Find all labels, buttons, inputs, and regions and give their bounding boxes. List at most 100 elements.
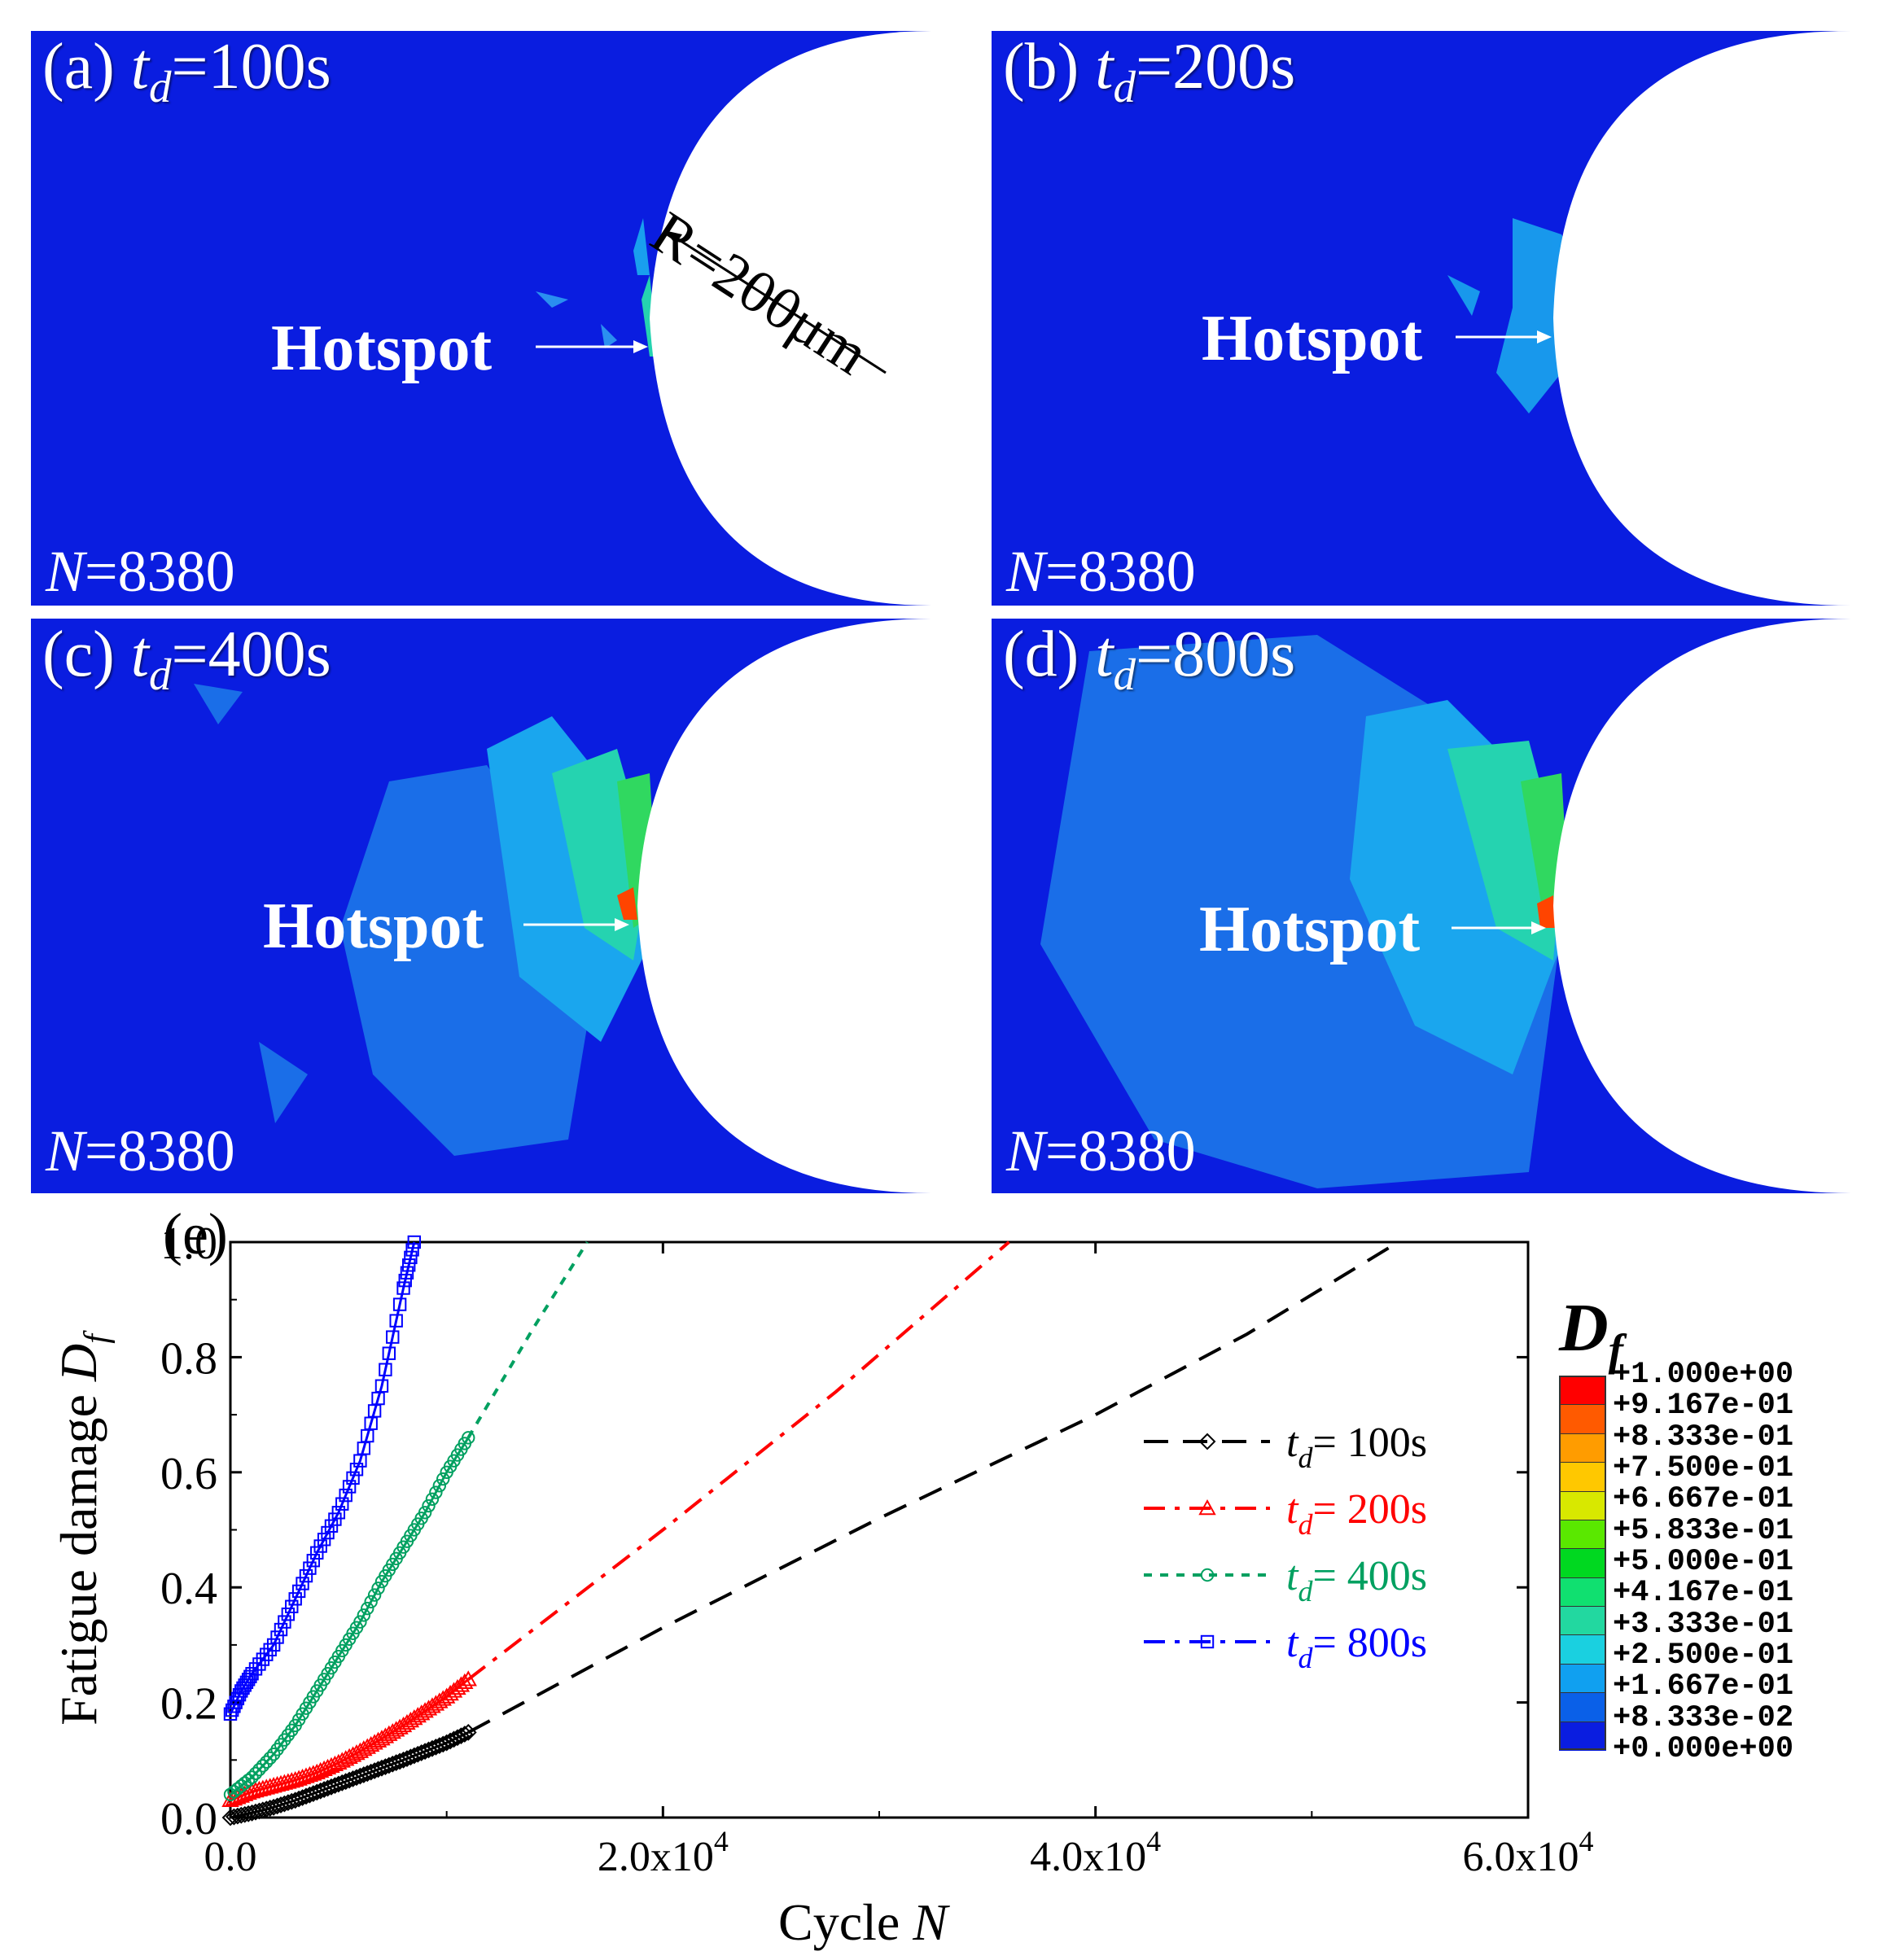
data-point [396,1281,410,1295]
panel-title: (b) td=200s [1003,31,1296,112]
data-point [452,1727,470,1745]
data-point [266,1638,281,1652]
damage-region [617,887,637,920]
data-point [400,1266,414,1280]
y-tick-label: 0.2 [160,1679,217,1730]
legend-marker [1198,1498,1216,1516]
contour-plot-c [194,619,933,1193]
data-point [321,1525,335,1540]
data-point [434,1690,452,1706]
data-point [382,1346,396,1360]
data-point [441,1732,459,1750]
data-point [256,1759,270,1773]
hotspot-label: Hotspot [1202,303,1423,374]
colorbar-label: +1.667e-01 [1613,1669,1794,1704]
colorbar-label: +4.167e-01 [1613,1576,1794,1611]
colorbar-label: +0.000e+00 [1613,1732,1794,1766]
hotspot-arrowhead [1531,921,1546,934]
data-point [248,1766,263,1780]
damage-region [601,324,617,348]
series-line [229,1241,416,1715]
data-point [431,1692,449,1708]
data-point [254,1779,272,1796]
contour-panel-d: (d) td=800s Hotspot N=8380 [992,619,1851,1193]
colorbar-band [1559,1577,1606,1608]
colorbar-label: +9.167e-01 [1613,1389,1794,1424]
data-point [239,1805,257,1822]
colorbar-label: +3.333e-01 [1613,1607,1794,1642]
damage-region [1447,275,1480,316]
hotspot-label: Hotspot [271,313,493,384]
legend-marker [1200,1634,1215,1649]
data-point [291,1584,306,1599]
data-point [374,1379,389,1393]
colorbar-label: +5.833e-01 [1613,1513,1794,1548]
panel-title: (a) td=100s [42,31,331,112]
legend-label: td= 400s [1286,1553,1427,1608]
colorbar-band [1559,1519,1606,1550]
legend-marker [1198,1433,1216,1450]
colorbar-band [1559,1433,1606,1463]
data-point [432,1479,447,1493]
data-point [247,1781,265,1798]
colorbar-label: +2.500e-01 [1613,1638,1794,1673]
legend-label: td= 100s [1286,1420,1427,1474]
colorbar-band [1559,1606,1606,1636]
data-point [342,1480,357,1494]
colorbar-band [1559,1548,1606,1578]
y-tick-label: 0.4 [160,1564,217,1614]
data-point [297,1767,315,1783]
data-point [263,1751,277,1765]
data-point [459,1670,477,1687]
damage-region [633,218,650,275]
data-point [236,1805,254,1823]
data-point [225,1789,243,1806]
data-point [386,1330,400,1344]
arrow-head [664,230,682,244]
data-point [438,1734,456,1752]
data-point [282,1772,300,1788]
data-point [335,1497,349,1511]
panel-title: (d) td=800s [1003,619,1296,699]
data-point [404,1250,418,1265]
data-point [317,1533,331,1547]
hotspot-arrowhead [633,340,648,353]
contour-plot-b [1447,31,1851,606]
hotspot-label: Hotspot [1199,894,1421,965]
colorbar-frame [1559,1376,1606,1750]
data-point [232,1806,250,1824]
data-point [265,1777,282,1793]
data-point [229,1788,247,1805]
contour-panel-c: (c) td=400s Hotspot N=8380 [31,619,933,1193]
data-point [299,1568,313,1583]
data-point [304,1765,322,1781]
data-point [300,1765,319,1783]
contour-plot-d [1040,619,1851,1193]
data-point [272,1774,290,1791]
data-point [287,1770,304,1787]
data-point [261,1778,279,1794]
data-point [444,1682,463,1698]
damage-region [259,1042,308,1123]
legend-label: td= 800s [1286,1620,1427,1674]
series-line [230,1731,469,1819]
data-point [229,1807,247,1825]
y-tick-label: 0.6 [160,1449,217,1499]
colorbar-band [1559,1634,1606,1665]
y-tick-label: 0.8 [160,1333,217,1384]
hole-boundary [1553,31,1851,606]
damage-region [536,291,568,308]
panel-label: (e) [163,1205,228,1267]
data-point [270,1630,284,1644]
data-point [407,1235,422,1249]
y-axis-label: Fatigue damage Df [50,1330,116,1726]
x-tick-label: 6.0x104 [1463,1825,1594,1880]
data-point [349,1463,364,1477]
data-point [389,1314,403,1328]
series-extrapolation [467,1240,1010,1681]
legend-marker [1200,1568,1215,1582]
colorbar-band [1559,1692,1606,1722]
data-point [392,1297,407,1311]
damage-region [194,684,243,724]
data-point [441,1684,459,1701]
